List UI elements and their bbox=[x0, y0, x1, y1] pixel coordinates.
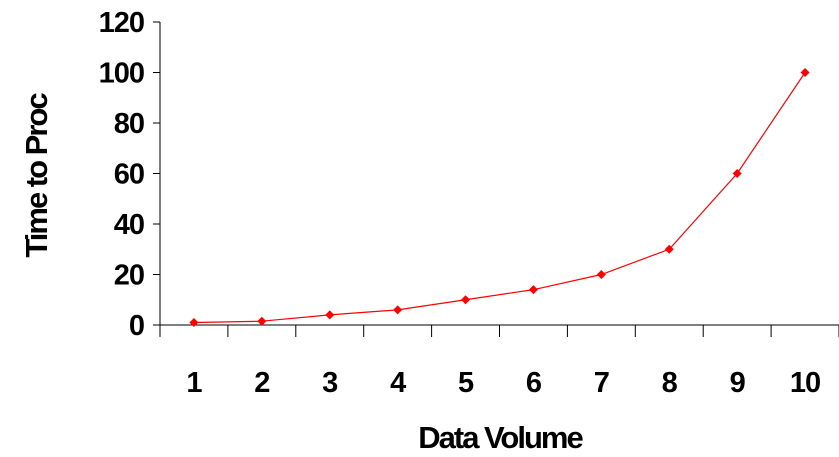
y-tick-label: 0 bbox=[129, 310, 144, 342]
x-axis-title: Data Volume bbox=[418, 420, 583, 455]
data-point-marker bbox=[325, 310, 335, 320]
data-point-marker bbox=[257, 316, 267, 326]
series-line bbox=[193, 72, 806, 324]
x-tick-label: 2 bbox=[254, 367, 269, 399]
data-point-marker bbox=[800, 68, 810, 77]
x-tick-label: 1 bbox=[186, 367, 202, 399]
y-tick-label: 80 bbox=[114, 108, 144, 140]
y-tick-label: 60 bbox=[114, 159, 144, 191]
series-group bbox=[189, 68, 810, 327]
y-tick-label: 100 bbox=[99, 58, 144, 90]
y-tick-label: 40 bbox=[114, 209, 144, 241]
x-tick-label: 3 bbox=[322, 367, 338, 399]
y-axis-title: Time to Proc bbox=[19, 93, 54, 258]
x-tick-label: 10 bbox=[790, 367, 820, 399]
x-tick-label: 9 bbox=[730, 367, 746, 399]
data-point-marker bbox=[528, 285, 538, 295]
data-point-marker bbox=[393, 305, 403, 315]
x-axis-ticks: 1 2 3 4 5 6 7 8 9 10 bbox=[159, 325, 839, 399]
x-tick-label: 7 bbox=[594, 367, 609, 399]
y-tick-label: 120 bbox=[99, 7, 144, 39]
x-tick-label: 6 bbox=[526, 367, 542, 399]
data-point-marker bbox=[732, 169, 742, 178]
x-tick-label: 5 bbox=[458, 367, 474, 399]
x-tick-label: 8 bbox=[662, 367, 678, 399]
y-axis-ticks: 0 20 40 60 80 100 120 bbox=[99, 7, 160, 342]
data-point-marker bbox=[189, 317, 199, 327]
data-point-marker bbox=[596, 270, 606, 279]
data-point-marker bbox=[461, 295, 471, 305]
y-tick-label: 20 bbox=[114, 260, 144, 292]
data-point-marker bbox=[664, 244, 674, 254]
x-tick-label: 4 bbox=[390, 367, 406, 399]
